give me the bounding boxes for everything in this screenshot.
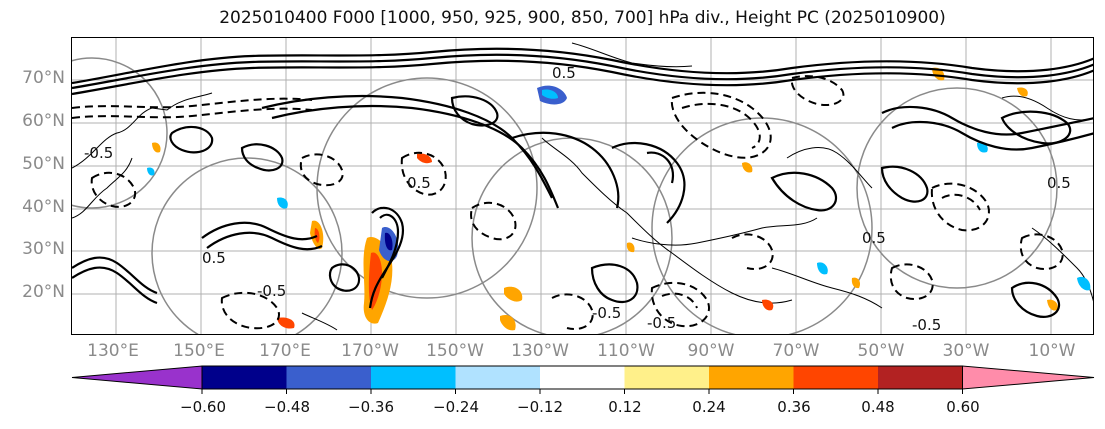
colorbar-segment bbox=[286, 366, 371, 389]
contour-label: -0.5 bbox=[912, 316, 941, 334]
contour-label: -0.5 bbox=[257, 282, 286, 300]
coastlines bbox=[72, 42, 1093, 331]
colorbar-tick-label: −0.36 bbox=[348, 398, 394, 416]
contour-label: 0.5 bbox=[407, 174, 431, 192]
contour-label: 0.5 bbox=[552, 64, 576, 82]
lon-label: 70°W bbox=[772, 341, 820, 361]
contour-label: -0.5 bbox=[647, 314, 676, 332]
colorbar-tick-label: −0.24 bbox=[433, 398, 479, 416]
graticule bbox=[72, 38, 1093, 334]
contour-label: 0.5 bbox=[202, 249, 226, 267]
colorbar-extend-low bbox=[71, 365, 203, 390]
map-canvas: 0.5 -0.5 0.5 0.5 -0.5 0.5 -0.5 -0.5 0.5 … bbox=[72, 38, 1093, 334]
lon-label: 10°W bbox=[1028, 341, 1076, 361]
lat-label-40n: 40°N bbox=[22, 197, 65, 217]
colorbar-segment bbox=[793, 366, 878, 389]
colorbar-tick-label: 0.36 bbox=[777, 398, 811, 416]
lat-label-50n: 50°N bbox=[22, 154, 65, 174]
lon-label: 170°E bbox=[259, 341, 311, 361]
negative-contours bbox=[72, 75, 1064, 330]
colorbar-tick-label: 0.12 bbox=[608, 398, 642, 416]
lon-label: 90°W bbox=[687, 341, 735, 361]
lon-label: 150°W bbox=[426, 341, 484, 361]
lat-label-20n: 20°N bbox=[22, 282, 65, 302]
contour-label: -0.5 bbox=[84, 144, 113, 162]
colorbar-segment bbox=[371, 366, 456, 389]
colorbar-segment bbox=[709, 366, 794, 389]
lon-label: 30°W bbox=[942, 341, 990, 361]
lon-label: 130°E bbox=[87, 341, 139, 361]
lon-label: 150°E bbox=[173, 341, 225, 361]
colorbar-tick-label: 0.48 bbox=[861, 398, 895, 416]
map-panel: 0.5 -0.5 0.5 0.5 -0.5 0.5 -0.5 -0.5 0.5 … bbox=[71, 37, 1094, 335]
contour-label: 0.5 bbox=[1047, 174, 1071, 192]
contour-label: -0.5 bbox=[592, 304, 621, 322]
colorbar-segment bbox=[540, 366, 625, 389]
lon-label: 110°W bbox=[597, 341, 655, 361]
colorbar-tick-label: −0.48 bbox=[264, 398, 310, 416]
colorbar-segment bbox=[202, 366, 287, 389]
colorbar-segment bbox=[878, 366, 963, 389]
lon-label: 170°W bbox=[341, 341, 399, 361]
lon-label: 130°W bbox=[511, 341, 569, 361]
contour-labels: 0.5 -0.5 0.5 0.5 -0.5 0.5 -0.5 -0.5 0.5 … bbox=[84, 64, 1071, 334]
contour-label: 0.5 bbox=[862, 229, 886, 247]
colorbar-segments bbox=[71, 365, 1095, 390]
lat-label-70n: 70°N bbox=[22, 68, 65, 88]
colorbar-segment bbox=[455, 366, 540, 389]
figure-title: 2025010400 F000 [1000, 950, 925, 900, 85… bbox=[219, 8, 946, 28]
colorbar-segment bbox=[624, 366, 709, 389]
lon-label: 50°W bbox=[857, 341, 905, 361]
colorbar-tick-label: −0.60 bbox=[180, 398, 226, 416]
pc-circles bbox=[72, 57, 1058, 334]
colorbar-tick-label: 0.60 bbox=[946, 398, 980, 416]
colorbar-extend-high bbox=[962, 365, 1095, 390]
colorbar-tick-label: 0.24 bbox=[692, 398, 726, 416]
lat-label-30n: 30°N bbox=[22, 239, 65, 259]
lat-label-60n: 60°N bbox=[22, 111, 65, 131]
colorbar-tick-label: −0.12 bbox=[517, 398, 563, 416]
positive-contours bbox=[72, 47, 1093, 318]
colorbar-outline bbox=[201, 365, 963, 390]
